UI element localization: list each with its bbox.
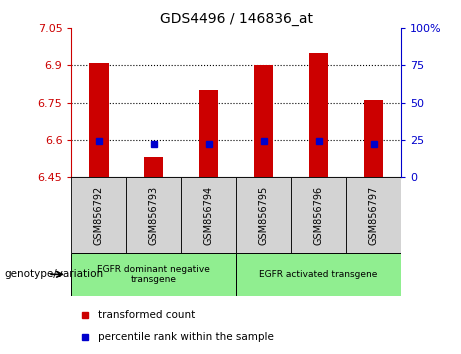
Bar [199, 90, 219, 177]
Bar [181, 177, 236, 253]
Bar [364, 100, 383, 177]
Text: GSM856795: GSM856795 [259, 185, 269, 245]
Text: genotype/variation: genotype/variation [5, 269, 104, 279]
Text: GSM856797: GSM856797 [369, 185, 378, 245]
Text: GSM856793: GSM856793 [149, 185, 159, 245]
Title: GDS4496 / 146836_at: GDS4496 / 146836_at [160, 12, 313, 26]
Bar [89, 63, 108, 177]
Bar [144, 157, 164, 177]
Text: transformed count: transformed count [98, 310, 195, 320]
Bar [71, 177, 126, 253]
Bar [236, 177, 291, 253]
Bar [71, 253, 236, 296]
Text: GSM856794: GSM856794 [204, 185, 214, 245]
Bar [346, 177, 401, 253]
Bar [291, 177, 346, 253]
Text: GSM856796: GSM856796 [313, 185, 324, 245]
Text: GSM856792: GSM856792 [94, 185, 104, 245]
Bar [254, 65, 273, 177]
Text: EGFR activated transgene: EGFR activated transgene [260, 270, 378, 279]
Text: percentile rank within the sample: percentile rank within the sample [98, 332, 274, 342]
Text: EGFR dominant negative
transgene: EGFR dominant negative transgene [97, 265, 210, 284]
Bar [309, 53, 328, 177]
Bar [126, 177, 181, 253]
Bar [236, 253, 401, 296]
